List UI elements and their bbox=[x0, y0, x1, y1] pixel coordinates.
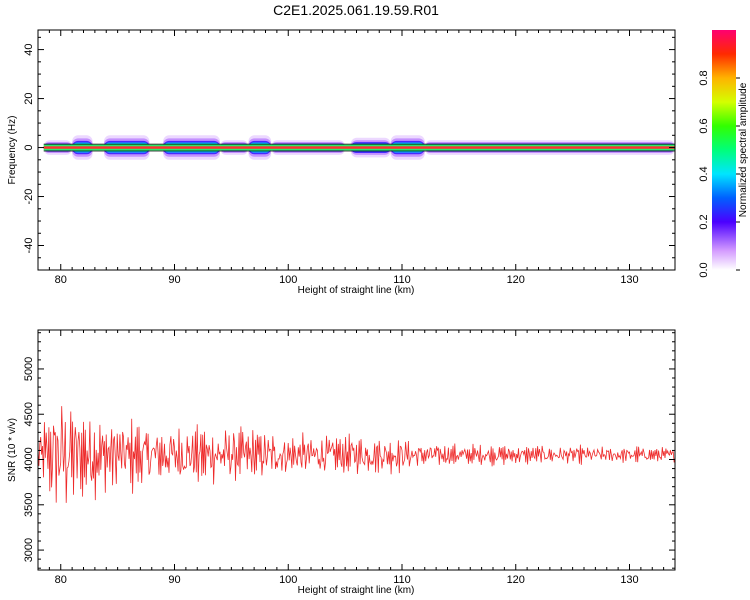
colorbar-tick-label: 0.8 bbox=[698, 70, 710, 85]
figure-title: C2E1.2025.061.19.59.R01 bbox=[273, 2, 439, 18]
band-core bbox=[43, 146, 675, 149]
x-tick-label: 120 bbox=[507, 574, 525, 586]
snr-x-ticks: 80 90 100 110 120 130 bbox=[37, 330, 676, 586]
y-tick-label: 0 bbox=[23, 144, 35, 150]
y-tick-label: 4000 bbox=[23, 447, 35, 471]
spectrogram-y-label: Frequency (Hz) bbox=[7, 116, 18, 185]
spectrogram-y-ticks: -40 -20 0 20 40 bbox=[23, 36, 675, 271]
x-tick-label: 110 bbox=[393, 574, 411, 586]
spectrogram-x-label: Height of straight line (km) bbox=[298, 285, 415, 296]
x-tick-label: 130 bbox=[620, 574, 638, 586]
y-tick-label: 40 bbox=[23, 43, 35, 55]
x-tick-label: 120 bbox=[507, 274, 525, 286]
y-tick-label: 3000 bbox=[23, 538, 35, 562]
colorbar-tick-label: 0.4 bbox=[698, 166, 710, 181]
spectrogram-x-ticks: 80 90 100 110 120 130 bbox=[37, 30, 676, 286]
spectrogram-panel: 80 90 100 110 120 130 -40 -20 0 20 40 Height of s… bbox=[7, 29, 676, 296]
y-tick-label: 5000 bbox=[23, 357, 35, 381]
snr-y-label: SNR (10 * v/v) bbox=[7, 418, 18, 482]
x-tick-label: 90 bbox=[168, 274, 180, 286]
y-tick-label: 20 bbox=[23, 92, 35, 104]
y-tick-label: 4500 bbox=[23, 402, 35, 426]
colorbar-ticks: 0.0 0.2 0.4 0.6 0.8 bbox=[698, 70, 740, 278]
colorbar: 0.0 0.2 0.4 0.6 0.8 Normalized spectral ampl… bbox=[698, 30, 749, 278]
x-tick-label: 100 bbox=[279, 574, 297, 586]
y-tick-label: -40 bbox=[23, 238, 35, 254]
x-tick-label: 90 bbox=[168, 574, 180, 586]
x-tick-label: 100 bbox=[279, 274, 297, 286]
colorbar-tick-label: 0.2 bbox=[698, 214, 710, 229]
x-tick-label: 80 bbox=[55, 574, 67, 586]
y-tick-label: -20 bbox=[23, 189, 35, 205]
snr-x-label: Height of straight line (km) bbox=[298, 585, 415, 596]
x-tick-label: 110 bbox=[393, 274, 411, 286]
y-tick-label: 3500 bbox=[23, 493, 35, 517]
snr-y-ticks: 3000 3500 4000 4500 5000 bbox=[23, 332, 675, 569]
snr-panel: 80 90 100 110 120 130 3000 3500 4000 4500 5000 He… bbox=[7, 329, 676, 596]
snr-series-line bbox=[38, 406, 675, 503]
spectral-band bbox=[43, 135, 675, 160]
colorbar-tick-label: 0.0 bbox=[698, 262, 710, 277]
x-tick-label: 80 bbox=[55, 274, 67, 286]
colorbar-label: Normalized spectral amplitude bbox=[738, 82, 749, 217]
x-tick-label: 130 bbox=[620, 274, 638, 286]
colorbar-gradient bbox=[712, 30, 736, 270]
colorbar-tick-label: 0.6 bbox=[698, 118, 710, 133]
